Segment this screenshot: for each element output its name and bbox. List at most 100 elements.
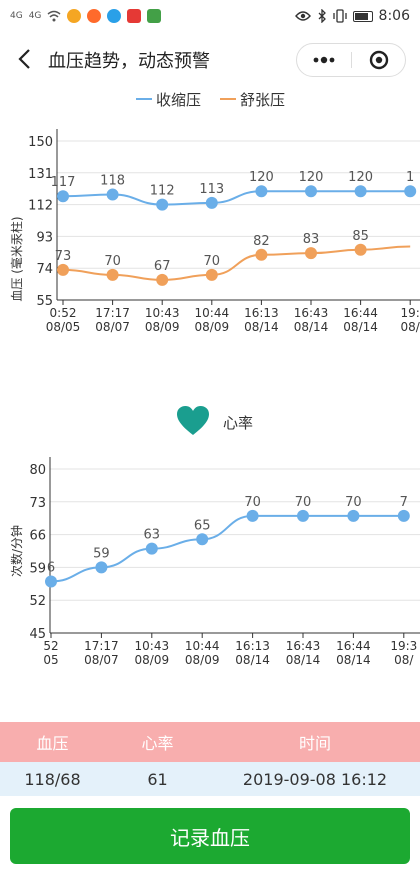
header-time: 时间 [298,734,331,753]
hr-x-tick-time: 16:43 [286,639,321,653]
bp-data-point[interactable] [156,198,169,211]
heart-icon [177,406,209,435]
hr-data-point[interactable] [297,509,309,522]
bp-data-point[interactable] [354,243,367,256]
hr-x-tick-date: 08/07 [84,653,119,667]
bp-y-tick-label: 55 [36,294,53,309]
bp-data-point[interactable] [57,190,69,203]
diastolic-legend-label: 舒张压 [240,91,285,109]
hr-data-point[interactable] [145,542,158,555]
bp-x-tick-date: 08/05 [46,320,81,334]
record-blood-pressure-button[interactable]: 记录血压 [10,808,410,864]
more-dots-icon [313,56,335,64]
hr-x-tick-time: 16:13 [235,639,270,653]
hr-x-tick-time: 16:44 [336,639,371,653]
bp-x-tick-date: 08/07 [95,320,130,334]
bp-legend: 收缩压 舒张压 [136,91,285,109]
hr-x-tick-date: 08/09 [135,653,170,667]
hr-y-axis-ticks: 80 73 66 59 52 45 [29,463,46,642]
hr-y-tick-label: 66 [29,529,46,544]
bp-data-point[interactable] [305,185,317,198]
hr-data-point[interactable] [196,533,209,546]
bp-y-axis-label: 血压 (毫米汞柱) [9,216,24,301]
mini-program-capsule [296,43,406,77]
bp-data-point[interactable] [106,268,119,281]
bp-data-label: 120 [249,170,274,185]
bp-data-point[interactable] [255,185,268,198]
hr-data-label: 70 [345,495,362,510]
bp-data-point[interactable] [57,263,69,276]
hr-x-tick-date: 08/14 [286,653,321,667]
bp-data-label: 73 [55,249,72,264]
wifi-icon [47,10,61,22]
bp-data-point[interactable] [205,268,218,281]
hr-x-tick-date: 05 [43,653,58,667]
bp-y-tick-label: 131 [28,167,53,182]
bp-data-point[interactable] [354,185,367,198]
bp-data-label: 113 [199,182,224,197]
bp-x-tick-time: 16:44 [343,306,378,320]
header-heart-rate: 心率 [141,734,174,753]
bp-data-point[interactable] [305,247,317,260]
hr-y-tick-label: 52 [29,594,46,609]
hr-x-tick-time: 10:44 [185,639,220,653]
bp-y-tick-label: 93 [36,230,53,245]
hr-y-tick-label: 45 [29,627,46,642]
bp-data-label: 85 [352,229,369,244]
bp-x-tick-date: 08/09 [145,320,180,334]
app-icon [107,9,122,23]
hr-y-tick-label: 73 [29,496,46,511]
hr-x-tick-time: 10:43 [135,639,170,653]
close-mini-program-button[interactable] [352,44,406,76]
bp-x-tick-time: 10:44 [195,306,230,320]
bp-data-label: 1 [406,170,414,185]
hr-data-point[interactable] [45,575,57,588]
hr-data-label: 70 [295,495,312,510]
hr-data-label: 70 [244,495,261,510]
back-button[interactable] [12,46,38,72]
page-title: 血压趋势，动态预警 [48,51,210,72]
bp-data-point[interactable] [106,188,119,201]
bp-data-label: 118 [100,174,125,189]
bp-x-tick-time: 16:43 [294,306,329,320]
cell-blood-pressure: 118/68 [24,769,81,789]
bp-x-tick-time: 16:13 [244,306,279,320]
hr-data-point[interactable] [347,509,360,522]
hr-data-point[interactable] [95,561,108,574]
hr-grid [49,457,420,634]
bp-x-tick-time: 19: [401,306,420,320]
app-icon [147,9,162,23]
bp-x-axis-ticks: 0:5208/0517:1708/0710:4308/0910:4408/091… [46,300,420,334]
bp-x-tick-time: 10:43 [145,306,180,320]
bp-data-label: 67 [154,259,171,274]
bp-data-label: 70 [104,254,121,269]
bp-data-point[interactable] [255,248,268,261]
app-icon [87,9,102,23]
bp-data-label: 70 [204,254,221,269]
bp-data-point[interactable] [156,273,169,286]
table-row[interactable]: 118/68 61 2019-09-08 16:12 [0,762,420,796]
battery-icon [352,10,373,22]
bp-data-label: 117 [51,175,76,190]
hr-data-label: 65 [194,518,211,533]
more-button[interactable] [297,44,351,76]
navigation-bar: 血压趋势，动态预警 [0,32,420,88]
bp-x-tick-date: 08/ [401,320,420,334]
bp-data-point[interactable] [205,196,218,209]
bp-x-tick-date: 08/09 [195,320,230,334]
hr-x-tick-date: 08/14 [235,653,270,667]
hr-x-tick-date: 08/09 [185,653,220,667]
bp-series: 117 118 112 113 120 120 120 1 73 70 67 70 82 83 85 [51,170,417,286]
app-icon [127,9,142,23]
hr-data-point[interactable] [246,509,259,522]
heart-rate-legend-label: 心率 [223,414,254,432]
hr-series: 6 59 63 65 70 70 70 7 [45,495,410,588]
bp-data-point[interactable] [404,185,417,198]
network-4g-icon: 4G [10,11,23,21]
cell-heart-rate: 61 [147,769,168,789]
bp-x-tick-time: 17:17 [95,306,130,320]
hr-x-tick-time: 52 [43,639,58,653]
hr-data-point[interactable] [397,509,410,522]
